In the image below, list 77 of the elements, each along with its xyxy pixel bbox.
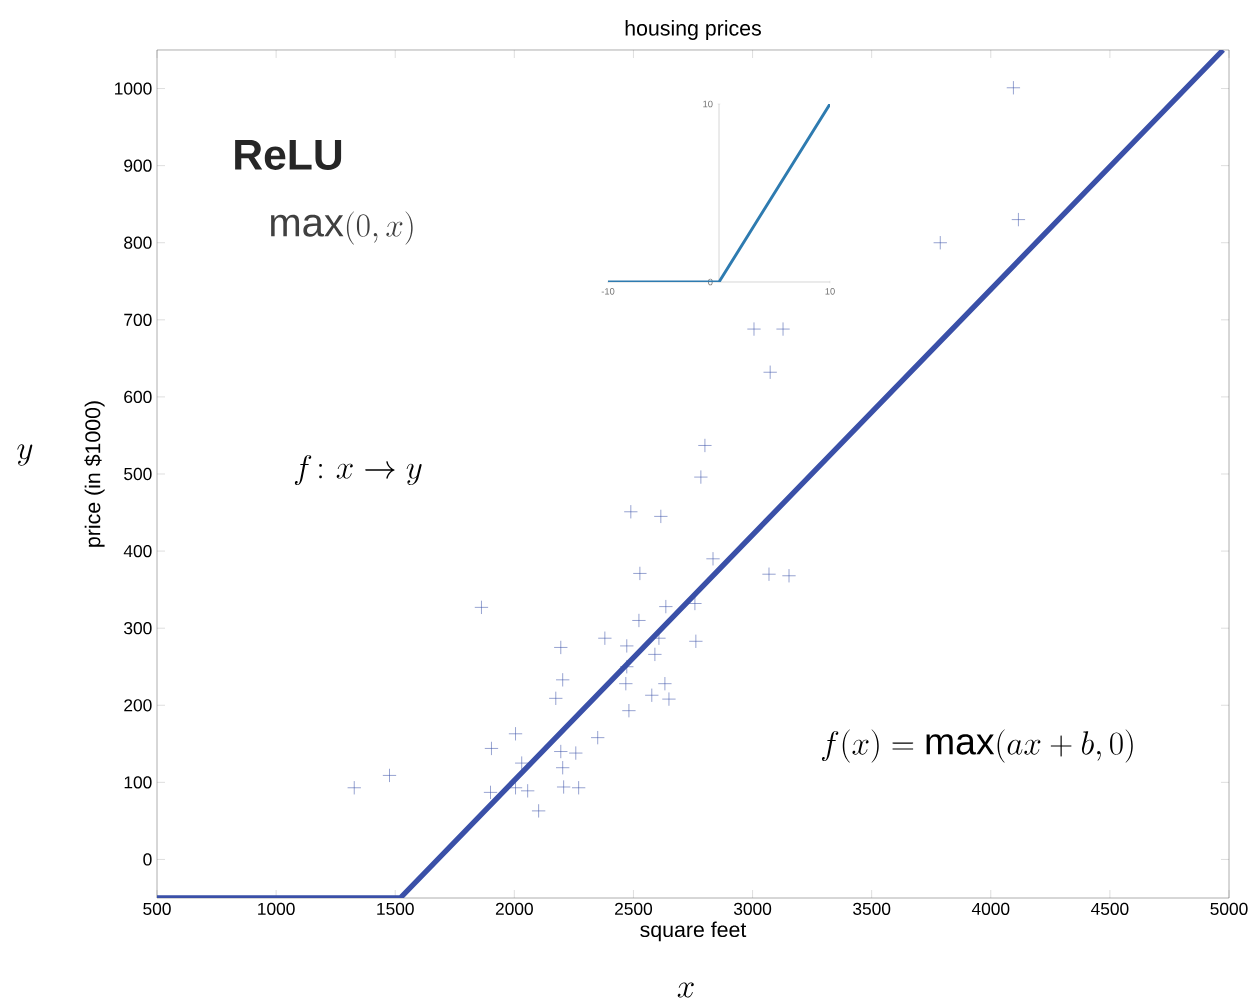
point: [484, 741, 499, 756]
point: [619, 659, 634, 674]
point: [688, 634, 703, 649]
point: [662, 692, 676, 707]
point: [632, 566, 647, 581]
x-tick-label: 500: [143, 902, 171, 915]
point: [618, 676, 633, 691]
point: [1011, 212, 1026, 227]
annotation: $f(x) = \mathrm{max}(ax+b,0)$: [821, 729, 1133, 763]
x-tick-label: 4000: [971, 902, 1010, 915]
x-tick-label: 3500: [853, 902, 891, 915]
point: [531, 803, 546, 818]
point: [590, 730, 605, 745]
y-tick-label: 400: [123, 544, 152, 558]
annotation: $f\colon x \to y$: [294, 454, 422, 486]
text: $x$: [677, 982, 694, 998]
text: $y$: [17, 444, 33, 466]
x-tick-label: 1500: [377, 902, 414, 915]
chart-title: housing prices: [625, 20, 761, 40]
x-axis-title: square feet: [640, 921, 747, 942]
annotation: $\max(0,x)$: [271, 211, 413, 245]
point: [647, 647, 662, 662]
point: [553, 744, 568, 759]
point: [514, 756, 529, 771]
point: [548, 691, 563, 706]
point: [1006, 80, 1021, 95]
y-tick-label: 200: [124, 699, 152, 712]
point: [556, 780, 571, 794]
y-tick-label: 1000: [115, 82, 152, 95]
x-tick-label: 1000: [258, 902, 295, 915]
point: [483, 785, 498, 800]
point: [382, 768, 397, 783]
point: [621, 703, 636, 718]
point: [687, 596, 702, 611]
x-tick-label: 2000: [495, 902, 533, 915]
point: [933, 235, 948, 250]
x-tick-label: 2500: [615, 902, 653, 915]
point: [555, 760, 570, 775]
point: [782, 568, 796, 583]
point: [693, 470, 708, 485]
point: [619, 638, 634, 653]
point: [553, 640, 568, 655]
point: [597, 631, 612, 646]
point: [347, 780, 362, 795]
point: [658, 599, 673, 614]
point: [644, 688, 659, 703]
point: [631, 613, 646, 628]
x-tick-label: 4500: [1091, 902, 1129, 915]
y-axis-title: price (in $1000): [84, 401, 105, 547]
point: [568, 746, 583, 760]
point: [520, 783, 535, 798]
point: [657, 676, 672, 691]
point: [763, 365, 778, 380]
annotation: ReLU: [235, 140, 342, 170]
y-tick-label: 600: [124, 390, 152, 404]
point: [623, 504, 638, 519]
x-tick-label: 5000: [1210, 902, 1248, 915]
y-tick-label: 800: [124, 236, 152, 249]
point: [508, 726, 523, 741]
point: [697, 438, 712, 453]
x-tick-label: 3000: [733, 902, 772, 915]
point: [776, 322, 790, 336]
y-tick-label: 300: [124, 622, 152, 635]
point: [474, 600, 489, 615]
y-tick-label: 500: [124, 467, 152, 481]
point: [653, 509, 668, 524]
point: [706, 551, 720, 566]
point: [762, 567, 776, 582]
y-tick-label: 900: [124, 159, 152, 172]
y-tick-label: 0: [143, 853, 152, 866]
point: [747, 322, 761, 336]
x-tick-label: -10: [601, 288, 615, 295]
y-tick-label: 700: [124, 313, 152, 326]
point: [555, 672, 570, 687]
y-tick-label: 100: [124, 776, 152, 789]
point: [571, 780, 586, 795]
point: [508, 780, 523, 795]
